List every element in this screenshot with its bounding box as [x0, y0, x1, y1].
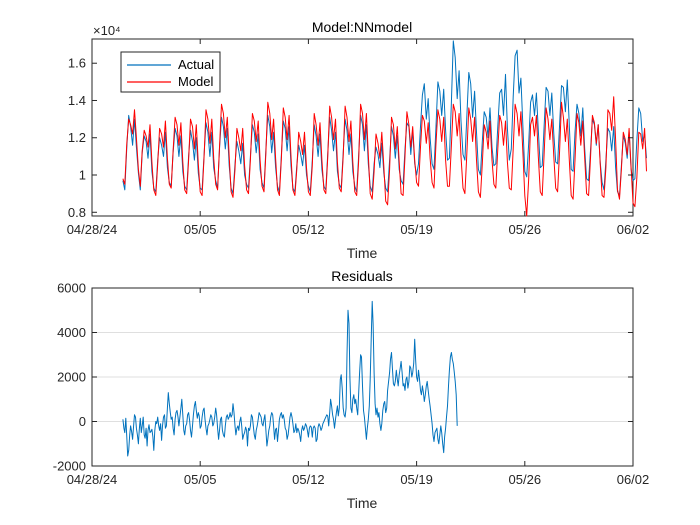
bottom-axes: Residuals 04/28/24 05/05 05/12 05/19 05/26 06…	[53, 268, 650, 511]
bottom-x-tick-label-2: 05/12	[292, 472, 325, 487]
bottom-y-tick-label-2: 2000	[57, 370, 86, 385]
top-x-tick-label-5: 06/02	[617, 222, 650, 237]
bottom-y-tick-label-3: 4000	[57, 325, 86, 340]
bottom-x-tick-label-0: 04/28/24	[67, 472, 118, 487]
bottom-series-residuals	[122, 300, 458, 457]
bottom-y-tick-label-4: 6000	[57, 281, 86, 296]
top-y-tick-label-4: 1.6	[68, 56, 86, 71]
top-y-tick-label-0: 0.8	[68, 205, 86, 220]
bottom-chart-title: Residuals	[331, 268, 392, 284]
top-x-tick-label-4: 05/26	[509, 222, 542, 237]
top-y-tick-label-3: 1.4	[68, 93, 86, 108]
legend: Actual Model	[120, 51, 221, 93]
top-series-model	[122, 96, 647, 217]
top-chart-title: Model:NNmodel	[312, 19, 412, 35]
bottom-x-tick-label-3: 05/19	[400, 472, 433, 487]
legend-actual-label: Actual	[178, 57, 214, 72]
bottom-y-tick-label-0: -2000	[53, 459, 86, 474]
top-x-tick-label-3: 05/19	[400, 222, 433, 237]
legend-box	[120, 51, 221, 93]
bottom-x-tick-label-5: 06/02	[617, 472, 650, 487]
bottom-x-tick-label-4: 05/26	[509, 472, 542, 487]
top-axes: Model:NNmodel ×10⁴ 04/28/24 05/05 05/12 05/…	[67, 19, 650, 261]
top-y-exponent-label: ×10⁴	[93, 23, 121, 38]
bottom-x-axis-label: Time	[347, 495, 378, 511]
top-x-tick-label-2: 05/12	[292, 222, 325, 237]
top-y-tick-label-1: 1	[79, 168, 86, 183]
top-x-tick-label-0: 04/28/24	[67, 222, 118, 237]
bottom-x-tick-label-1: 05/05	[184, 472, 217, 487]
legend-model-label: Model	[178, 74, 214, 89]
bottom-y-tick-label-1: 0	[79, 414, 86, 429]
top-x-axis-label: Time	[347, 245, 378, 261]
top-x-tick-label-1: 05/05	[184, 222, 217, 237]
top-y-tick-label-2: 1.2	[68, 130, 86, 145]
